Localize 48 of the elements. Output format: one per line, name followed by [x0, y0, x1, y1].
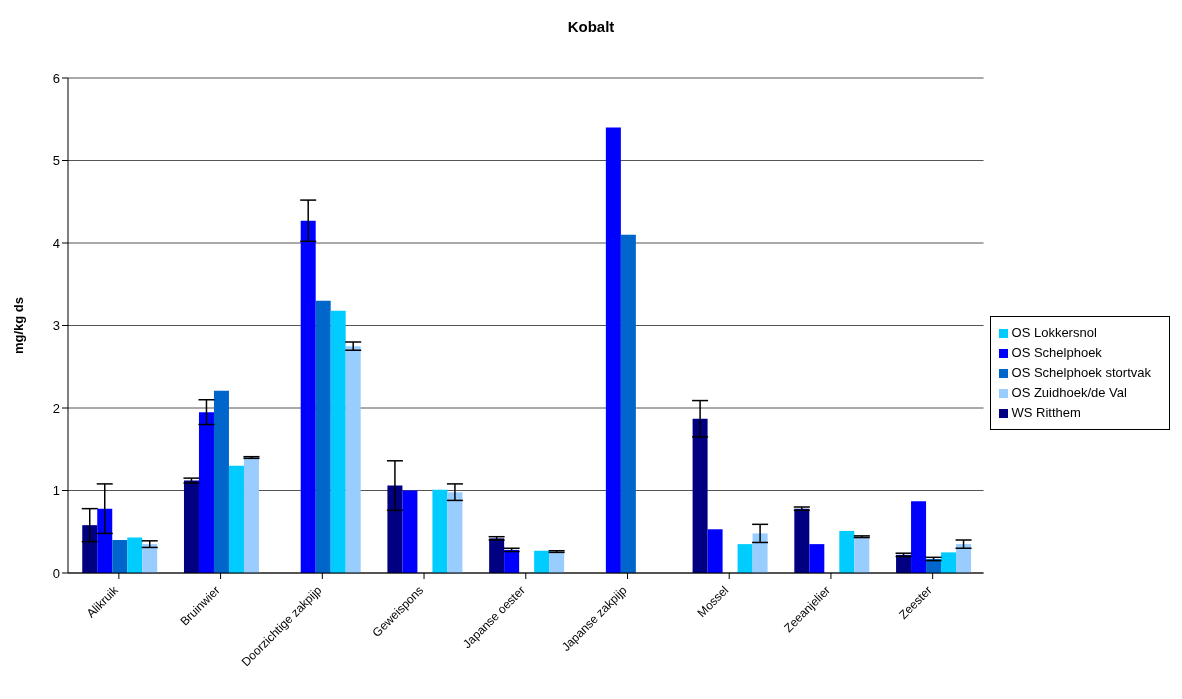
bar — [489, 538, 505, 573]
bar — [432, 489, 448, 573]
bar — [228, 465, 244, 573]
bar — [839, 530, 855, 573]
bar — [127, 537, 143, 573]
y-tick-label: 4 — [52, 235, 60, 251]
bar — [112, 540, 128, 573]
bar — [243, 457, 259, 573]
y-tick-label: 6 — [52, 70, 60, 86]
bar — [794, 508, 810, 573]
bar — [183, 480, 199, 573]
bar — [330, 310, 346, 573]
bar — [82, 525, 98, 573]
y-tick-label: 1 — [52, 483, 60, 499]
legend-label: OS Schelphoek — [1011, 345, 1102, 360]
bar — [620, 234, 636, 573]
y-tick-label: 3 — [52, 318, 60, 334]
bar — [142, 544, 158, 573]
bar — [707, 529, 723, 573]
bar — [605, 127, 621, 573]
chart-title: Kobalt — [566, 17, 616, 37]
y-axis-title: mg/kg ds — [10, 296, 26, 355]
bar — [752, 533, 768, 573]
legend-label: WS Ritthem — [1011, 405, 1081, 420]
y-tick-label: 5 — [52, 153, 60, 169]
bar — [534, 550, 550, 573]
bar — [737, 544, 753, 573]
bar — [854, 536, 870, 573]
legend-label: OS Schelphoek stortvak — [1011, 365, 1151, 380]
bar — [213, 390, 229, 573]
bar — [402, 490, 418, 573]
y-tick-label: 0 — [52, 565, 60, 581]
bar — [198, 412, 214, 573]
bar — [692, 418, 708, 573]
bar — [911, 501, 927, 573]
bar — [345, 346, 361, 573]
bar — [809, 544, 825, 573]
legend-label: OS Zuidhoek/de Val — [1011, 385, 1127, 400]
bar — [300, 220, 316, 573]
bar — [956, 544, 972, 573]
bar — [447, 492, 463, 573]
legend-label: OS Lokkersnol — [1011, 325, 1097, 340]
bar — [97, 508, 113, 573]
y-tick-label: 2 — [52, 400, 60, 416]
bar — [315, 300, 331, 573]
bar — [941, 552, 957, 573]
bar — [504, 549, 520, 573]
bar — [387, 485, 403, 573]
